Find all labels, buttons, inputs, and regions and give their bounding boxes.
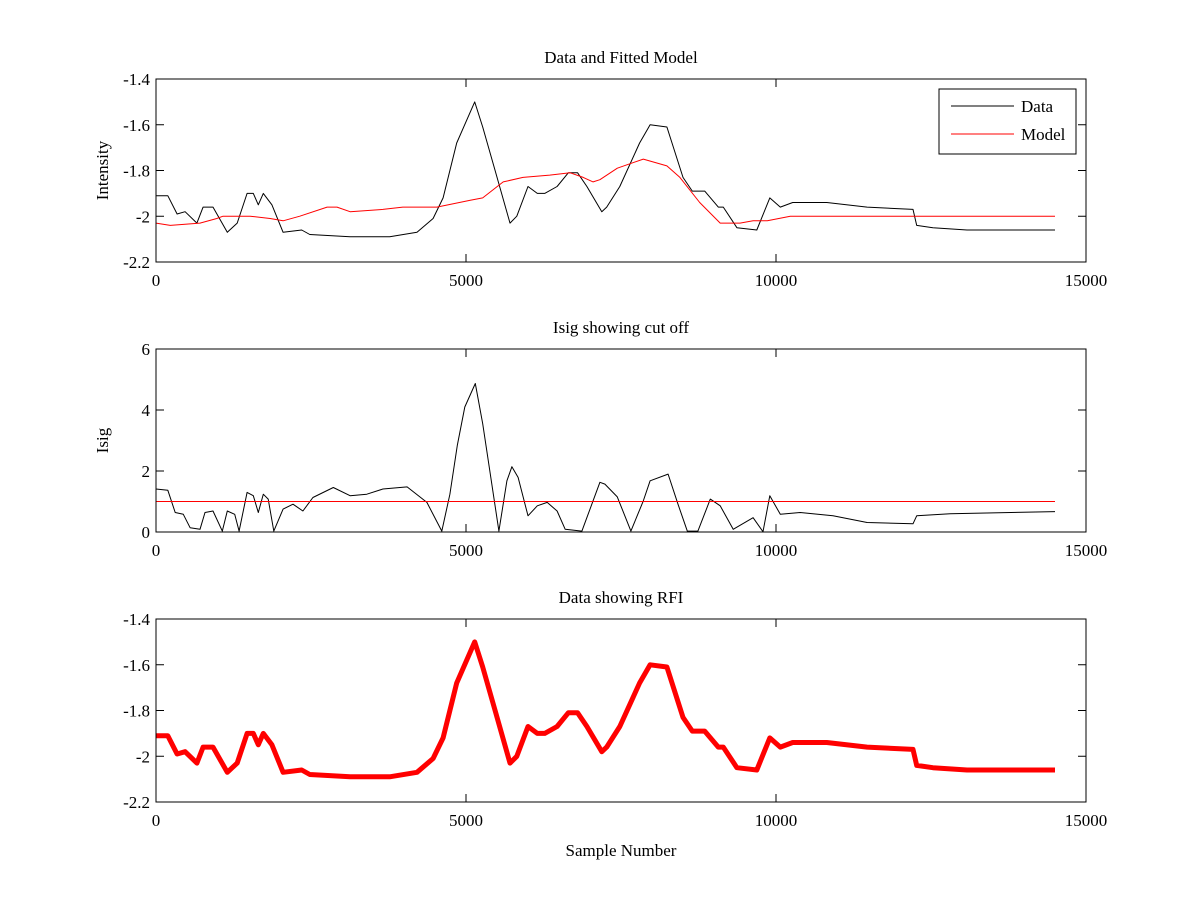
y-tick-label: -1.4 [123,610,150,629]
x-tick-label: 5000 [449,271,483,290]
y-tick-label: -1.6 [123,656,150,675]
subplot-1: 0 5000 10000 15000 -1.4 -1.6 -1.8 -2 -2.2 Data an… [93,48,1107,290]
chart-title: Isig showing cut off [553,318,689,337]
y-tick-label: -1.6 [123,116,150,135]
series-line-data [156,101,1055,238]
y-axis-label: Intensity [93,140,112,200]
axes-box [155,348,1087,533]
y-tick-label: 2 [142,462,151,481]
subplot-2: 0 5000 10000 15000 0 2 4 6 Isig showing cut off I… [93,318,1107,560]
series-line-rfi-flagged-data [156,639,1055,780]
x-tick-label: 15000 [1065,541,1108,560]
y-tick-label: 6 [142,340,151,359]
y-tick-label: -2 [136,747,150,766]
legend: Data Model [938,88,1077,155]
y-tick-label: 0 [142,523,151,542]
y-tick-label: -2 [136,207,150,226]
x-tick-label: 10000 [755,271,798,290]
x-tick-label: 15000 [1065,811,1108,830]
axes-box [155,618,1087,803]
x-tick-label: 0 [152,811,161,830]
series-line-model [155,158,1055,226]
chart-title: Data and Fitted Model [544,48,698,67]
legend-box [938,88,1077,155]
y-tick-label: -2.2 [123,793,150,812]
x-tick-label: 15000 [1065,271,1108,290]
x-tick-label: 10000 [755,541,798,560]
y-tick-label: -1.4 [123,70,150,89]
legend-label-data: Data [1021,97,1054,116]
y-tick-label: -1.8 [123,162,150,181]
x-tick-label: 5000 [449,541,483,560]
y-tick-label: 4 [142,401,151,420]
series-line-isig [155,383,1056,533]
x-tick-label: 10000 [755,811,798,830]
y-tick-label: -2.2 [123,253,150,272]
x-tick-label: 0 [152,271,161,290]
y-axis-label: Isig [93,427,112,453]
subplot-3: 0 5000 10000 15000 -1.4 -1.6 -1.8 -2 -2.2 Data sh… [123,588,1107,860]
legend-label-model: Model [1021,125,1066,144]
x-axis-label: Sample Number [566,841,677,860]
x-tick-label: 5000 [449,811,483,830]
y-tick-label: -1.8 [123,702,150,721]
chart-title: Data showing RFI [559,588,684,607]
x-tick-label: 0 [152,541,161,560]
